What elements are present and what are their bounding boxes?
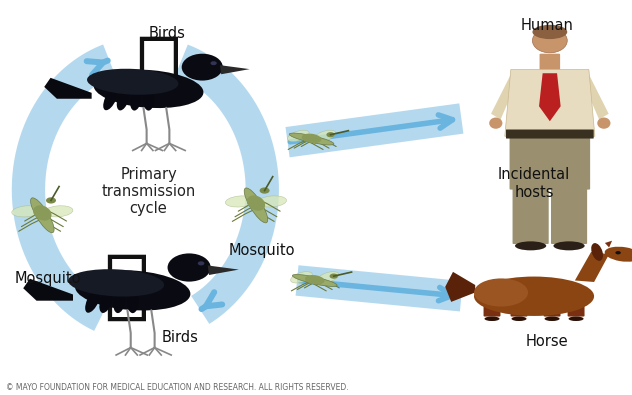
Text: Primary
transmission
cycle: Primary transmission cycle (101, 167, 196, 216)
Ellipse shape (591, 243, 603, 261)
Ellipse shape (246, 196, 265, 211)
Ellipse shape (143, 87, 154, 111)
Ellipse shape (182, 54, 222, 81)
Text: Mosquito: Mosquito (229, 243, 296, 258)
FancyBboxPatch shape (544, 291, 561, 316)
Polygon shape (575, 252, 609, 282)
Ellipse shape (85, 289, 100, 313)
Ellipse shape (167, 254, 210, 282)
Ellipse shape (532, 28, 568, 53)
Ellipse shape (485, 316, 499, 321)
Ellipse shape (515, 241, 546, 250)
Ellipse shape (474, 278, 528, 307)
Polygon shape (220, 65, 250, 74)
Polygon shape (583, 74, 609, 119)
Polygon shape (491, 74, 517, 119)
Ellipse shape (329, 273, 338, 279)
Ellipse shape (87, 69, 178, 95)
Ellipse shape (532, 25, 568, 39)
FancyBboxPatch shape (551, 187, 587, 244)
Ellipse shape (293, 275, 337, 286)
Ellipse shape (474, 276, 594, 316)
Ellipse shape (94, 70, 204, 108)
Ellipse shape (210, 61, 217, 65)
Ellipse shape (117, 87, 130, 111)
Ellipse shape (68, 269, 164, 297)
Ellipse shape (301, 134, 322, 143)
Ellipse shape (46, 197, 56, 203)
Ellipse shape (554, 241, 585, 250)
Ellipse shape (616, 251, 621, 254)
Ellipse shape (75, 270, 190, 310)
Text: 🐦: 🐦 (104, 249, 149, 324)
FancyBboxPatch shape (568, 291, 585, 316)
Ellipse shape (291, 272, 312, 283)
Ellipse shape (244, 188, 268, 223)
Ellipse shape (569, 316, 583, 321)
Ellipse shape (257, 196, 286, 207)
Ellipse shape (198, 261, 204, 265)
Polygon shape (23, 279, 73, 301)
FancyBboxPatch shape (511, 291, 528, 316)
Text: Birds: Birds (149, 26, 186, 41)
Ellipse shape (305, 275, 325, 284)
Polygon shape (208, 265, 239, 275)
Text: Birds: Birds (162, 330, 198, 345)
FancyBboxPatch shape (513, 187, 549, 244)
Ellipse shape (326, 132, 335, 137)
Polygon shape (44, 78, 92, 99)
Text: Incidental
hosts: Incidental hosts (498, 167, 570, 200)
Text: 🐦: 🐦 (135, 32, 181, 106)
Ellipse shape (511, 316, 526, 321)
Ellipse shape (605, 247, 632, 262)
Text: Human: Human (520, 18, 573, 33)
Ellipse shape (260, 187, 270, 194)
Ellipse shape (33, 205, 52, 220)
FancyBboxPatch shape (509, 135, 590, 190)
Polygon shape (605, 241, 612, 247)
Text: Horse: Horse (525, 334, 568, 349)
Text: © MAYO FOUNDATION FOR MEDICAL EDUCATION AND RESEARCH. ALL RIGHTS RESERVED.: © MAYO FOUNDATION FOR MEDICAL EDUCATION … (6, 383, 349, 392)
Ellipse shape (99, 288, 113, 313)
FancyBboxPatch shape (540, 54, 560, 70)
Ellipse shape (44, 206, 73, 217)
Ellipse shape (127, 288, 138, 313)
Ellipse shape (226, 196, 255, 207)
FancyBboxPatch shape (506, 130, 593, 139)
Ellipse shape (489, 118, 502, 129)
Ellipse shape (30, 198, 54, 233)
Text: Mosquito: Mosquito (14, 271, 81, 286)
Ellipse shape (130, 87, 142, 111)
Ellipse shape (317, 272, 339, 283)
Polygon shape (445, 272, 475, 302)
Ellipse shape (288, 130, 309, 141)
Ellipse shape (289, 133, 334, 145)
Ellipse shape (113, 288, 126, 313)
FancyBboxPatch shape (483, 291, 501, 316)
Ellipse shape (545, 316, 559, 321)
Polygon shape (539, 73, 561, 121)
Polygon shape (505, 70, 595, 136)
Ellipse shape (597, 118, 611, 129)
Ellipse shape (103, 87, 118, 110)
Ellipse shape (314, 130, 336, 141)
Ellipse shape (12, 206, 41, 217)
